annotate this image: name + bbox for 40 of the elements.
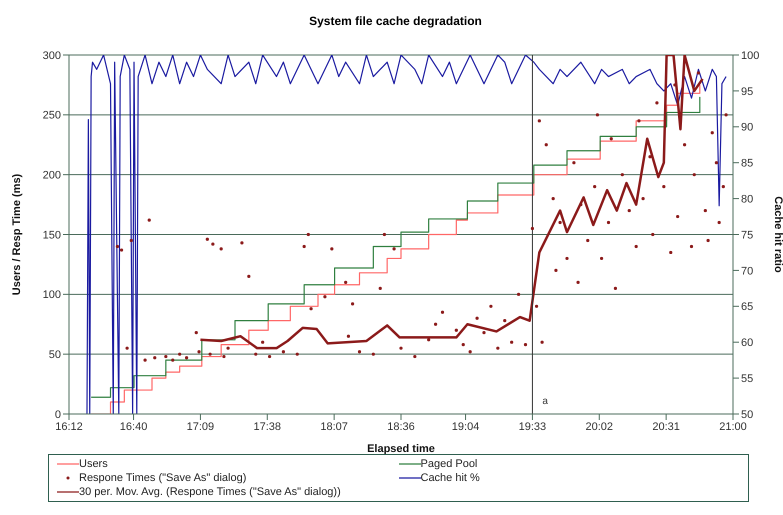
y2-tick-label: 50 [741,408,754,421]
x-tick-label: 19:04 [452,420,480,433]
x-tick-label: 18:36 [387,420,415,433]
y2-tick-label: 100 [741,50,760,62]
y2-tick-label: 75 [741,229,754,242]
line-series [199,55,704,350]
y-axis-title: Users / Resp Time (ms) [10,173,23,296]
x-tick-label: 17:09 [186,420,214,433]
y-tick-label: 200 [42,170,61,182]
y2-tick-label: 60 [741,337,754,350]
y-tick-label: 300 [42,50,61,62]
legend-label: Cache hit % [420,472,480,484]
x-tick-label: 17:38 [254,420,282,433]
y2-tick-label: 55 [741,373,754,386]
y2-tick-label: 95 [741,86,754,98]
ref-line-label: a [542,396,548,407]
legend-label: Users [79,458,108,470]
x-axis-title: Elapsed time [367,443,435,455]
chart-title: System file cache degradation [308,13,483,30]
legend-label: 30 per. Mov. Avg. (Respone Times ("Save As" dialog)) [79,486,341,498]
y-tick-label: 0 [54,408,61,421]
x-tick-label: 16:12 [55,420,83,433]
y2-tick-label: 90 [741,122,754,134]
x-tick-label: 16:40 [120,420,148,433]
y-tick-label: 150 [42,229,61,242]
y2-tick-label: 80 [741,194,754,206]
y-tick-label: 250 [42,110,61,122]
y2-tick-label: 70 [741,265,754,278]
legend-label: Paged Pool [420,458,478,470]
legend-label: Respone Times ("Save As" dialog) [79,472,246,484]
x-tick-label: 20:02 [586,420,614,433]
x-tick-label: 21:00 [719,420,747,433]
y2-axis-title: Cache hit ratio [772,196,783,273]
y2-tick-label: 85 [741,158,754,170]
x-tick-label: 18:07 [320,420,348,433]
x-tick-label: 20:31 [652,420,680,433]
y-tick-label: 100 [42,289,61,302]
y-tick-label: 50 [48,349,61,362]
y2-tick-label: 65 [741,301,754,314]
x-tick-label: 19:33 [518,420,546,433]
